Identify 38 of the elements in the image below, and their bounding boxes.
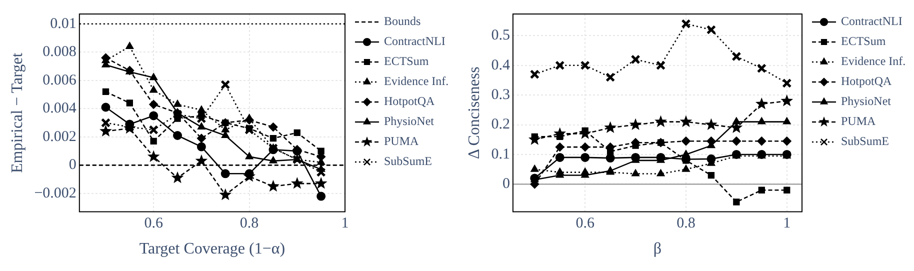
y-tick-label: 0 (502, 176, 510, 192)
legend-label: PUMA (841, 114, 876, 128)
y-tick-label: 0.5 (491, 28, 510, 44)
legend-label: PUMA (384, 134, 420, 148)
y-axis-title: Empirical − Target (8, 52, 26, 173)
legend-label: ContractNLI (841, 14, 902, 28)
legend-label: ContractNLI (384, 34, 446, 48)
legend-label: PhysioNet (384, 114, 435, 128)
y-tick-label: 0 (68, 157, 76, 174)
x-tick-label: 0.8 (676, 216, 696, 232)
y-tick-label: 0.3 (491, 87, 510, 104)
y-tick-label: 0.01 (50, 16, 76, 32)
legend-label: Evidence Inf. (384, 74, 449, 88)
y-tick-label: 0.008 (42, 44, 76, 60)
legend-label: SubSumE (841, 134, 890, 148)
legend-label: Evidence Inf. (841, 54, 906, 68)
y-tick-label: 0.002 (42, 128, 76, 145)
y-tick-label: 0.2 (491, 116, 510, 133)
y-axis-title: Δ Conciseness (466, 66, 483, 160)
y-tick-label: −0.002 (34, 185, 76, 202)
y-tick-label: 0.4 (491, 57, 510, 74)
x-tick-label: 0.6 (144, 216, 164, 232)
legend-label: SubSumE (384, 154, 432, 168)
legend-label: PhysioNet (841, 94, 892, 108)
y-tick-label: 0.1 (491, 146, 510, 162)
x-tick-label: 0.6 (576, 216, 595, 232)
x-axis-title: Target Coverage (1−α) (139, 240, 286, 258)
x-tick-label: 0.8 (240, 216, 259, 232)
legend-label: HotpotQA (384, 94, 435, 108)
legend-label: ECTSum (384, 54, 430, 68)
legend-label: HotpotQA (841, 74, 892, 88)
x-axis-title: β (653, 240, 662, 258)
legend-label: Bounds (384, 14, 422, 28)
y-tick-label: 0.004 (42, 100, 77, 117)
y-tick-label: 0.006 (42, 72, 77, 88)
x-tick-label: 1 (341, 216, 349, 232)
x-tick-label: 1 (783, 216, 791, 232)
legend-label: ECTSum (841, 34, 886, 48)
